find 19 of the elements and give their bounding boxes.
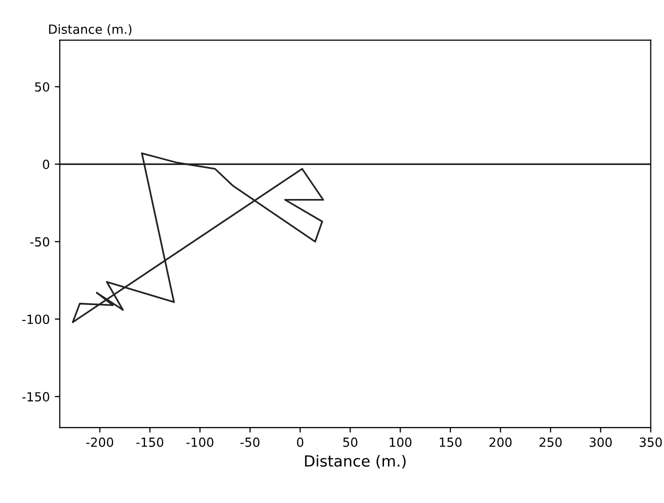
x-tick-label: 0 (297, 437, 304, 447)
x-tick-label: -200 (86, 437, 114, 447)
y-axis-title: Distance (m.) (49, 24, 132, 36)
x-tick-label: 100 (390, 437, 412, 447)
x-axis-title: Distance (m.) (305, 454, 406, 469)
x-tick-label: 50 (343, 437, 358, 447)
y-tick-label: -50 (30, 237, 50, 247)
y-tick-label: -150 (22, 392, 50, 402)
x-tick-label: -100 (186, 437, 214, 447)
x-tick-label: 250 (540, 437, 562, 447)
y-tick-label: 0 (42, 160, 50, 170)
y-tick-label: -100 (22, 314, 50, 324)
x-tick-label: 200 (489, 437, 512, 447)
x-tick-label: 150 (440, 437, 462, 447)
x-tick-label: 300 (590, 437, 612, 447)
x-tick-label: -50 (240, 437, 260, 447)
y-tick-label: 50 (35, 82, 50, 92)
x-tick-label: -150 (136, 437, 164, 447)
x-tick-label: 350 (640, 437, 662, 447)
